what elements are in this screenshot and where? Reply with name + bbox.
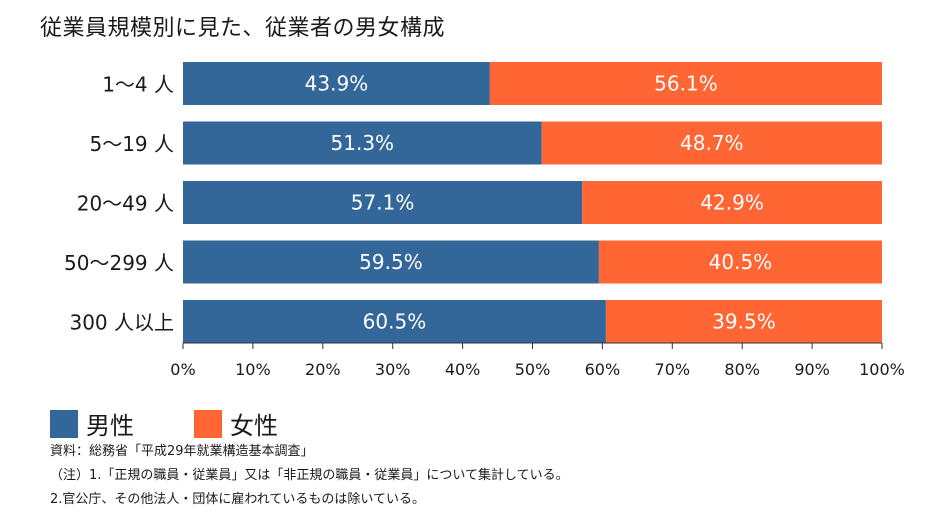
x-tick-label: 60% — [585, 360, 621, 379]
legend-swatch-male — [50, 409, 78, 438]
x-tick-label: 0% — [170, 360, 195, 379]
data-label-female: 56.1% — [654, 72, 718, 96]
data-label-female: 40.5% — [709, 250, 773, 274]
chart-title: 従業員規模別に見た、従業者の男女構成 — [40, 16, 446, 41]
bar-segment-female — [541, 121, 882, 165]
legend-swatch-female — [194, 409, 222, 438]
x-tick-label: 100% — [859, 360, 905, 379]
data-label-male: 59.5% — [359, 250, 423, 274]
category-label: 1～4 人 — [102, 73, 174, 97]
legend-item-male: 男性 — [50, 406, 134, 441]
x-tick-label: 20% — [305, 360, 341, 379]
source-line: 資料：総務省「平成29年就業構造基本調査」 — [50, 444, 314, 459]
category-label: 50～299 人 — [64, 251, 174, 275]
x-tick-label: 40% — [445, 360, 481, 379]
legend: 男性 女性 — [50, 406, 338, 441]
bar-segment-female — [598, 240, 882, 284]
category-label: 300 人以上 — [69, 311, 174, 335]
data-label-male: 51.3% — [331, 131, 395, 155]
x-tick-label: 90% — [794, 360, 830, 379]
bar-segment-female — [582, 181, 882, 224]
x-tick-label: 30% — [375, 360, 411, 379]
note-line-2: 2.官公庁、その他法人・団体に雇われているものは除いている。 — [50, 492, 425, 507]
bar-segment-male — [183, 181, 583, 224]
x-tick-label: 50% — [515, 360, 551, 379]
bar-segment-male — [183, 121, 542, 165]
legend-label-male: 男性 — [86, 412, 134, 440]
data-label-female: 39.5% — [712, 310, 776, 334]
note-line-1: （注）1.「正規の職員・従業員」又は「非正規の職員・従業員」について集計している… — [50, 468, 569, 483]
source-notes: 資料：総務省「平成29年就業構造基本調査」 （注）1.「正規の職員・従業員」又は… — [50, 440, 569, 512]
bar-segment-female — [605, 300, 882, 343]
data-label-male: 60.5% — [363, 310, 427, 334]
x-tick-label: 10% — [235, 360, 271, 379]
data-label-female: 48.7% — [680, 131, 744, 155]
data-label-female: 42.9% — [700, 191, 764, 215]
category-label: 20～49 人 — [77, 192, 174, 216]
x-tick-label: 70% — [655, 360, 691, 379]
data-label-male: 57.1% — [351, 191, 415, 215]
category-label: 5～19 人 — [89, 132, 174, 156]
bar-segment-male — [183, 240, 599, 284]
bar-segment-male — [183, 300, 606, 343]
legend-item-female: 女性 — [194, 406, 278, 441]
bar-segment-female — [489, 62, 882, 105]
bar-segment-male — [183, 62, 490, 105]
legend-label-female: 女性 — [230, 412, 278, 440]
x-tick-label: 80% — [724, 360, 760, 379]
data-label-male: 43.9% — [305, 72, 369, 96]
stacked-bar-chart: 1～4 人 43.9% 56.1% 5～19 人 51.3% 48.7% 20～49 人 57… — [64, 62, 905, 379]
